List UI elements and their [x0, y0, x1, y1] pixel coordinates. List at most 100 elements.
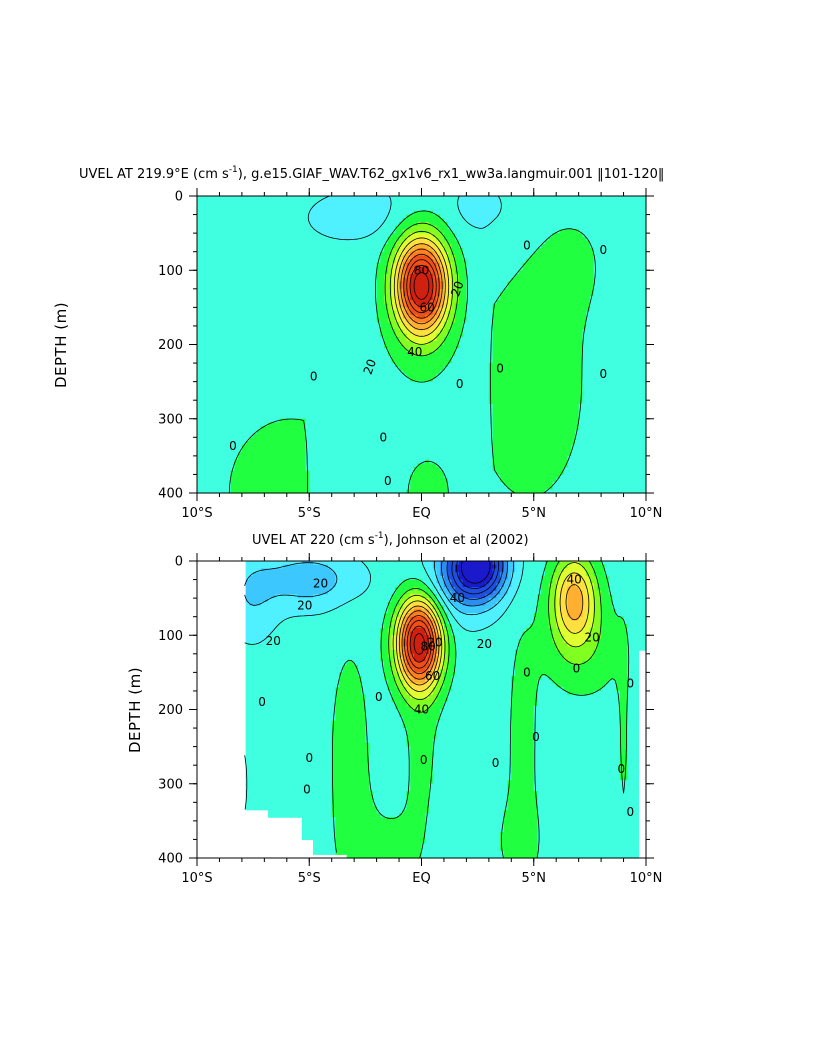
field-cell: [410, 314, 415, 320]
field-cell: [354, 207, 359, 212]
field-cell: [541, 337, 546, 342]
field-cell: [623, 233, 628, 238]
field-cell: [597, 233, 602, 238]
field-cell: [283, 329, 288, 334]
field-cell: [331, 199, 337, 205]
field-cell: [578, 322, 583, 327]
field-cell: [593, 292, 598, 297]
field-cell: [406, 259, 411, 264]
field-cell: [593, 244, 598, 249]
field-cell: [530, 244, 535, 249]
field-cell: [447, 229, 453, 234]
field-cell: [275, 229, 280, 234]
field-cell: [421, 225, 426, 231]
field-cell: [559, 199, 565, 205]
field-cell: [283, 218, 288, 223]
field-cell: [500, 340, 505, 346]
field-cell: [256, 311, 262, 316]
field-cell: [226, 292, 232, 297]
field-cell: [515, 255, 520, 260]
field-cell: [271, 285, 277, 290]
field-cell: [511, 229, 516, 234]
field-cell: [369, 207, 374, 212]
field-cell: [563, 311, 569, 316]
field-cell: [559, 337, 565, 342]
field-cell: [204, 322, 209, 327]
field-cell: [642, 247, 647, 253]
field-cell: [234, 251, 239, 256]
field-cell: [503, 311, 509, 316]
field-cell: [327, 210, 333, 216]
field-cell: [458, 292, 464, 297]
field-cell: [559, 210, 565, 216]
field-cell: [327, 288, 333, 294]
field-cell: [215, 236, 221, 242]
field-cell: [601, 318, 606, 323]
field-cell: [234, 333, 239, 338]
field-cell: [436, 325, 441, 331]
field-cell: [327, 225, 333, 231]
field-cell: [567, 229, 572, 234]
field-cell: [354, 262, 359, 268]
field-cell: [443, 318, 449, 323]
field-cell: [522, 259, 527, 264]
field-cell: [601, 311, 606, 316]
field-cell: [627, 233, 632, 238]
field-cell: [623, 262, 628, 268]
field-cell: [481, 344, 486, 349]
field-cell: [567, 307, 572, 312]
field-cell: [230, 340, 236, 346]
field-cell: [623, 285, 628, 290]
field-cell: [305, 221, 310, 227]
field-cell: [365, 221, 370, 227]
field-cell: [515, 333, 520, 338]
field-cell: [462, 307, 467, 312]
field-cell: [586, 236, 591, 242]
field-cell: [294, 225, 299, 231]
field-cell: [365, 318, 370, 323]
field-cell: [312, 247, 318, 253]
field-cell: [219, 281, 224, 286]
field-cell: [279, 203, 284, 208]
field-cell: [410, 333, 415, 338]
field-cell: [283, 296, 288, 301]
field-cell: [256, 329, 262, 334]
field-cell: [346, 236, 352, 242]
field-cell: [511, 196, 516, 201]
field-cell: [309, 344, 314, 349]
field-cell: [230, 292, 236, 297]
field-cell: [200, 299, 206, 305]
field-cell: [537, 236, 542, 242]
field-cell: [327, 214, 333, 219]
field-cell: [301, 285, 307, 290]
field-cell: [369, 210, 374, 216]
field-cell: [541, 273, 546, 279]
field-cell: [485, 266, 490, 271]
field-cell: [530, 199, 535, 205]
field-cell: [526, 207, 531, 212]
field-cell: [586, 225, 591, 231]
field-cell: [200, 240, 206, 245]
field-cell: [264, 307, 269, 312]
field-cell: [548, 285, 554, 290]
field-cell: [634, 247, 640, 253]
field-cell: [301, 247, 307, 253]
field-cell: [391, 333, 396, 338]
field-cell: [466, 344, 471, 349]
field-cell: [271, 322, 277, 327]
field-cell: [507, 303, 512, 308]
field-cell: [256, 337, 262, 342]
field-cell: [522, 318, 527, 323]
field-cell: [414, 244, 419, 249]
field-cell: [470, 299, 475, 305]
field-cell: [537, 285, 542, 290]
field-cell: [589, 218, 595, 223]
field-cell: [443, 288, 449, 294]
field-cell: [462, 333, 467, 338]
field-cell: [634, 303, 640, 308]
field-cell: [264, 244, 269, 249]
field-cell: [384, 214, 389, 219]
field-cell: [537, 311, 542, 316]
field-cell: [541, 196, 546, 201]
field-cell: [286, 325, 292, 331]
